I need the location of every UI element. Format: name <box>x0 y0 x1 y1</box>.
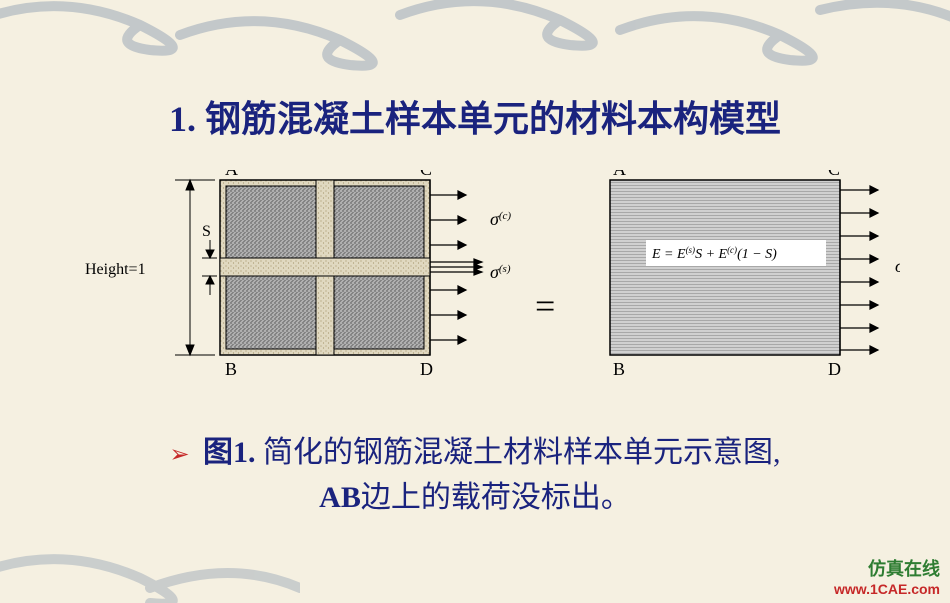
bullet-icon: ➢ <box>169 442 189 468</box>
corner-C-right: C <box>828 170 840 179</box>
corner-C-left: C <box>420 170 432 179</box>
figure-caption: ➢ 图1. 简化的钢筋混凝土材料样本单元示意图, AB边上的载荷没标出。 <box>0 430 950 520</box>
height-label: Height=1 <box>85 261 146 278</box>
sigma-right-label: σ <box>895 256 900 276</box>
diagram-svg: A C B D Height=1 S <box>50 170 900 400</box>
watermark: 仿真在线 www.1CAE.com <box>834 555 940 597</box>
caption-ab: AB <box>319 481 361 514</box>
right-panel: E = E(s)S + E(c)(1 − S) A C B D <box>610 170 841 379</box>
right-arrows <box>840 180 878 355</box>
left-panel: A C B D <box>220 170 433 379</box>
left-arrows <box>430 180 482 355</box>
corner-A-left: A <box>225 170 238 179</box>
diagram-area: A C B D Height=1 S <box>50 170 900 400</box>
caption-line2: 边上的载荷没标出。 <box>361 481 631 514</box>
sigma-c-label: σ(c) <box>490 209 511 229</box>
equals-sign: = <box>535 285 555 327</box>
decor-swirls-top <box>0 0 950 90</box>
corner-B-right: B <box>613 359 625 379</box>
s-label: S <box>202 223 211 240</box>
height-dimension <box>175 180 215 355</box>
watermark-line1: 仿真在线 <box>834 555 940 581</box>
title-text: 钢筋混凝土样本单元的材料本构模型 <box>205 99 781 139</box>
watermark-line2: www.1CAE.com <box>834 581 940 597</box>
decor-swirls-bottom <box>0 533 300 603</box>
title-number: 1. <box>169 99 196 139</box>
corner-D-right: D <box>828 359 841 379</box>
sigma-s-label: σ(s) <box>490 262 511 282</box>
formula-text: E = E(s)S + E(c)(1 − S) <box>651 245 777 262</box>
corner-B-left: B <box>225 359 237 379</box>
corner-D-left: D <box>420 359 433 379</box>
corner-A-right: A <box>613 170 626 179</box>
caption-line1: 简化的钢筋混凝土材料样本单元示意图, <box>256 436 781 469</box>
s-dimension <box>202 240 217 295</box>
page-title: 1. 钢筋混凝土样本单元的材料本构模型 <box>0 90 950 142</box>
caption-fig-label: 图1. <box>203 436 256 469</box>
